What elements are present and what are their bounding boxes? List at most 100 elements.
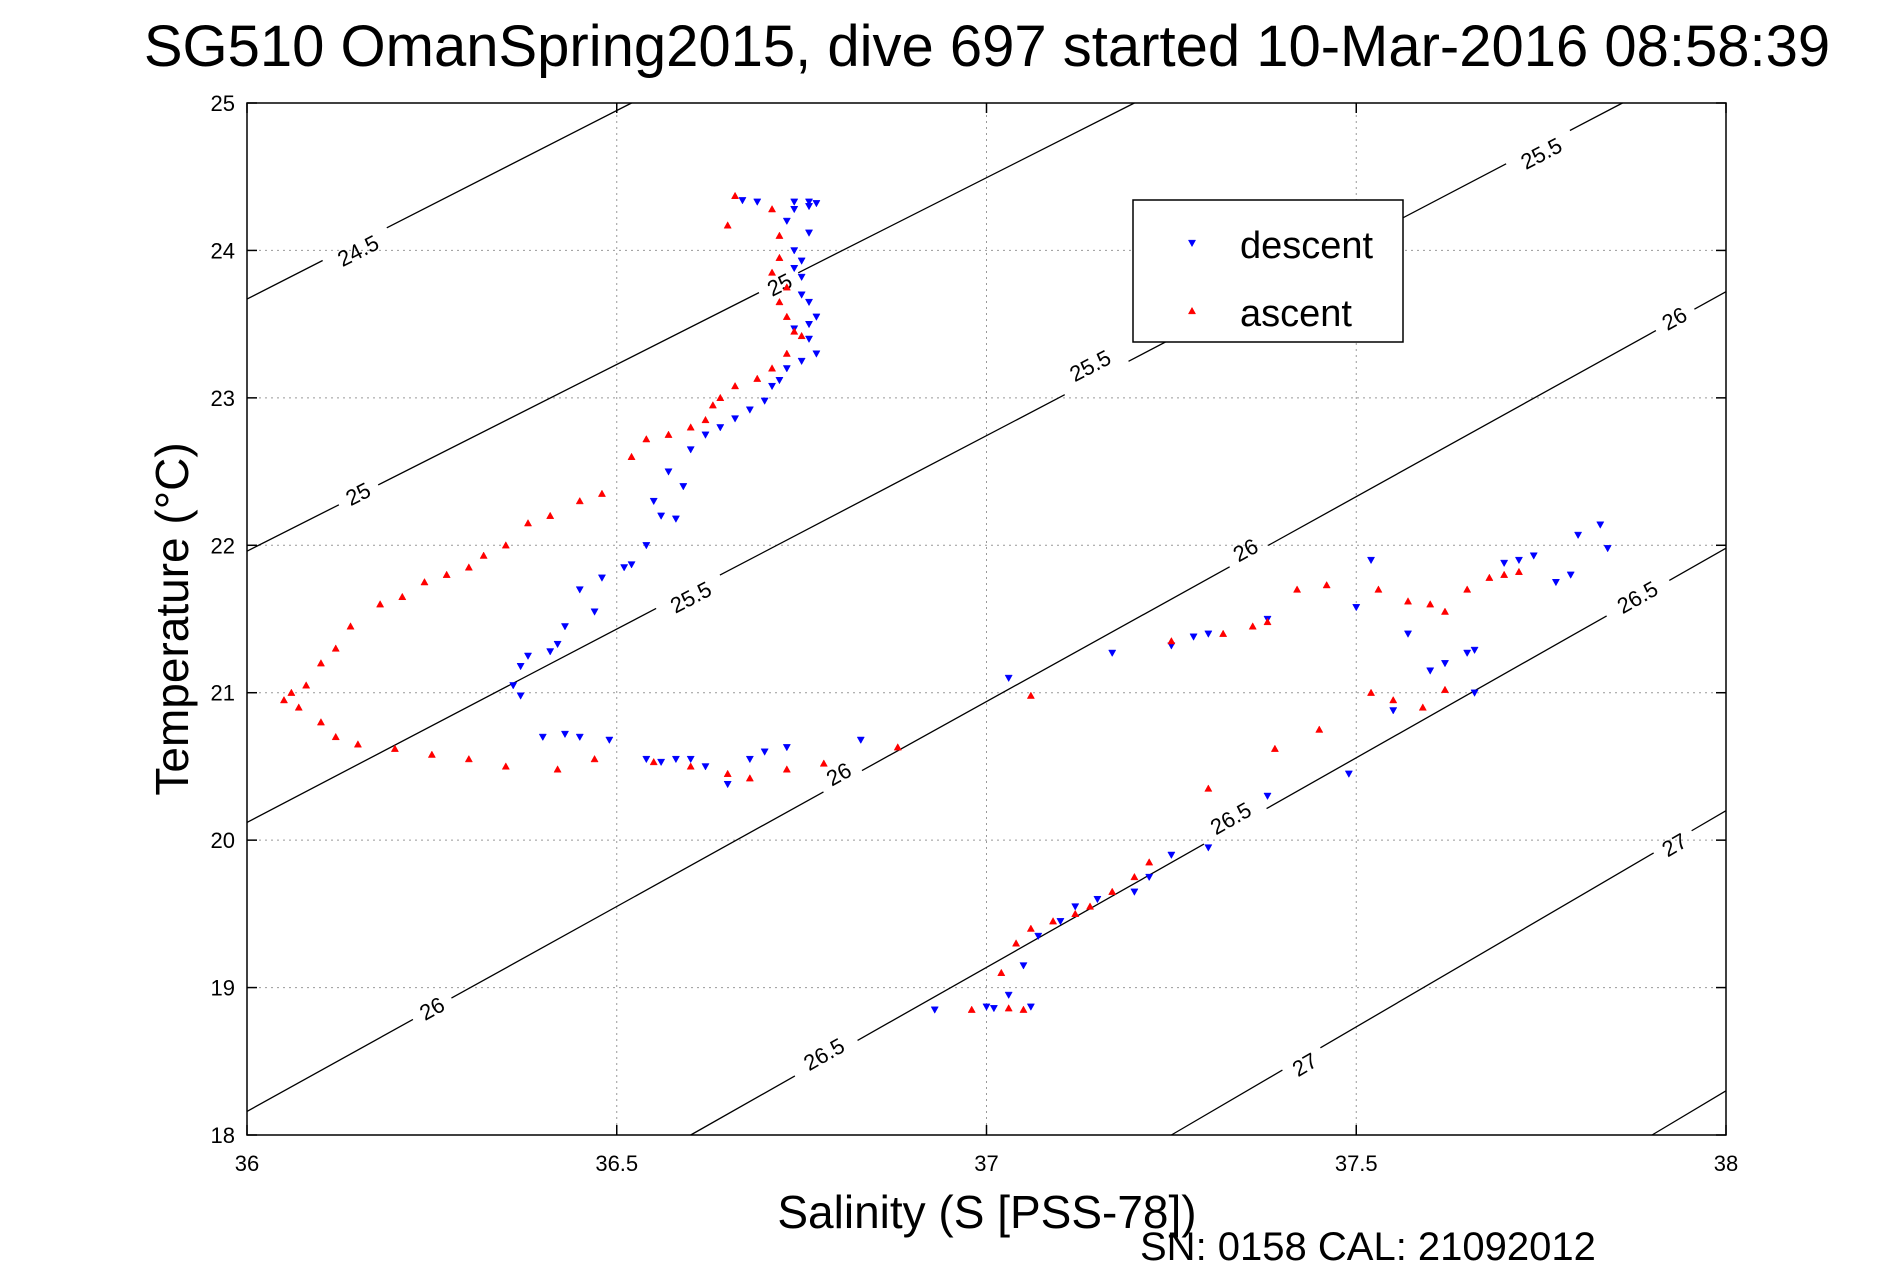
descent-point bbox=[790, 206, 799, 214]
descent-point bbox=[731, 415, 740, 423]
x-tick-label: 37 bbox=[974, 1151, 998, 1176]
descent-point bbox=[553, 640, 562, 649]
contour-line-segment bbox=[1171, 1069, 1283, 1136]
contour-line-segment bbox=[246, 1018, 414, 1112]
ascent-point bbox=[1500, 570, 1509, 578]
descent-point bbox=[856, 736, 865, 745]
ascent-point bbox=[279, 695, 288, 704]
ascent-point bbox=[790, 327, 799, 335]
descent-point bbox=[1603, 545, 1612, 553]
ascent-point bbox=[723, 221, 732, 229]
ascent-point bbox=[1426, 600, 1435, 608]
descent-point bbox=[1529, 552, 1538, 560]
contour-line-segment bbox=[386, 102, 632, 229]
descent-point bbox=[1145, 873, 1154, 882]
descent-point bbox=[738, 197, 747, 205]
descent-point bbox=[1189, 633, 1198, 641]
descent-point bbox=[1440, 660, 1450, 668]
descent-point bbox=[782, 217, 791, 226]
descent-point bbox=[804, 321, 814, 329]
ascent-point bbox=[723, 769, 732, 777]
ascent-point bbox=[1440, 685, 1450, 693]
ascent-point bbox=[553, 765, 562, 773]
contour-line-segment bbox=[690, 1075, 796, 1136]
ascent-point bbox=[686, 762, 695, 770]
ascent-point bbox=[501, 541, 510, 549]
descent-point bbox=[657, 512, 666, 520]
contour-line-segment bbox=[1266, 615, 1607, 810]
ascent-point bbox=[1293, 585, 1302, 593]
descent-point bbox=[782, 365, 791, 373]
y-tick-label: 25 bbox=[211, 91, 235, 116]
ascent-point bbox=[575, 496, 584, 505]
y-tick-label: 18 bbox=[211, 1123, 235, 1148]
contour-line-segment bbox=[377, 292, 760, 486]
ascent-point bbox=[967, 1005, 976, 1013]
ascent-point bbox=[316, 659, 325, 667]
ascent-point bbox=[464, 754, 473, 763]
ascent-point bbox=[523, 519, 533, 527]
x-tick-label: 36.5 bbox=[595, 1151, 638, 1176]
ascent-point bbox=[819, 759, 828, 767]
descent-point bbox=[538, 733, 547, 742]
ascent-point bbox=[708, 401, 717, 409]
descent-point bbox=[560, 623, 570, 631]
descent-point bbox=[790, 247, 799, 255]
descent-point bbox=[1071, 903, 1080, 911]
ascent-point bbox=[775, 297, 784, 306]
descent-point bbox=[642, 542, 651, 550]
ascent-point bbox=[1440, 607, 1450, 615]
descent-point bbox=[1514, 556, 1523, 565]
descent-point bbox=[1344, 770, 1353, 778]
ascent-point bbox=[1367, 688, 1376, 696]
ascent-point bbox=[775, 253, 784, 261]
ascent-point bbox=[997, 968, 1006, 976]
contour-line-segment bbox=[1320, 852, 1654, 1049]
descent-point bbox=[804, 203, 814, 211]
contour-line-segment bbox=[797, 102, 1135, 274]
descent-point bbox=[1389, 707, 1398, 715]
ascent-point bbox=[1108, 887, 1117, 895]
descent-point bbox=[516, 663, 525, 671]
ascent-point bbox=[1485, 573, 1494, 581]
contour-line-segment bbox=[857, 843, 1205, 1042]
ascent-point bbox=[1418, 703, 1427, 711]
descent-series bbox=[509, 197, 1612, 1014]
y-tick-label: 19 bbox=[211, 976, 235, 1001]
ascent-series bbox=[279, 191, 1523, 1013]
descent-point bbox=[1004, 991, 1013, 1000]
ascent-point bbox=[627, 452, 636, 460]
descent-point bbox=[768, 382, 777, 391]
ascent-point bbox=[1130, 872, 1139, 881]
descent-point bbox=[523, 652, 533, 660]
descent-point bbox=[1574, 531, 1583, 540]
ascent-point bbox=[1389, 695, 1398, 704]
x-axis-ticks: 36 36.5 37 37.5 38 bbox=[235, 103, 1738, 1176]
descent-point bbox=[1596, 521, 1605, 529]
x-axis-label: Salinity (S [PSS-78]) bbox=[777, 1186, 1196, 1238]
ascent-point bbox=[316, 718, 325, 726]
descent-point bbox=[671, 515, 680, 523]
descent-point bbox=[597, 574, 606, 582]
ascent-point bbox=[442, 570, 451, 578]
descent-point bbox=[804, 298, 814, 307]
descent-point bbox=[1566, 571, 1575, 579]
descent-point bbox=[701, 431, 710, 439]
ascent-point bbox=[731, 191, 740, 200]
ascent-point bbox=[1071, 909, 1080, 917]
descent-point bbox=[797, 257, 806, 265]
descent-point bbox=[760, 748, 769, 756]
ascent-point bbox=[893, 743, 902, 751]
ascent-point bbox=[1012, 939, 1021, 947]
descent-point bbox=[1470, 646, 1479, 655]
descent-point bbox=[642, 755, 651, 764]
descent-point bbox=[1426, 667, 1435, 675]
ascent-point bbox=[546, 511, 555, 519]
descent-point bbox=[686, 446, 695, 454]
descent-point bbox=[782, 744, 791, 752]
contour-line-segment bbox=[1651, 1090, 1727, 1136]
y-tick-label: 22 bbox=[211, 533, 235, 558]
contour-line-segment bbox=[1569, 102, 1623, 132]
descent-point bbox=[812, 200, 821, 208]
ascent-point bbox=[1315, 725, 1324, 733]
